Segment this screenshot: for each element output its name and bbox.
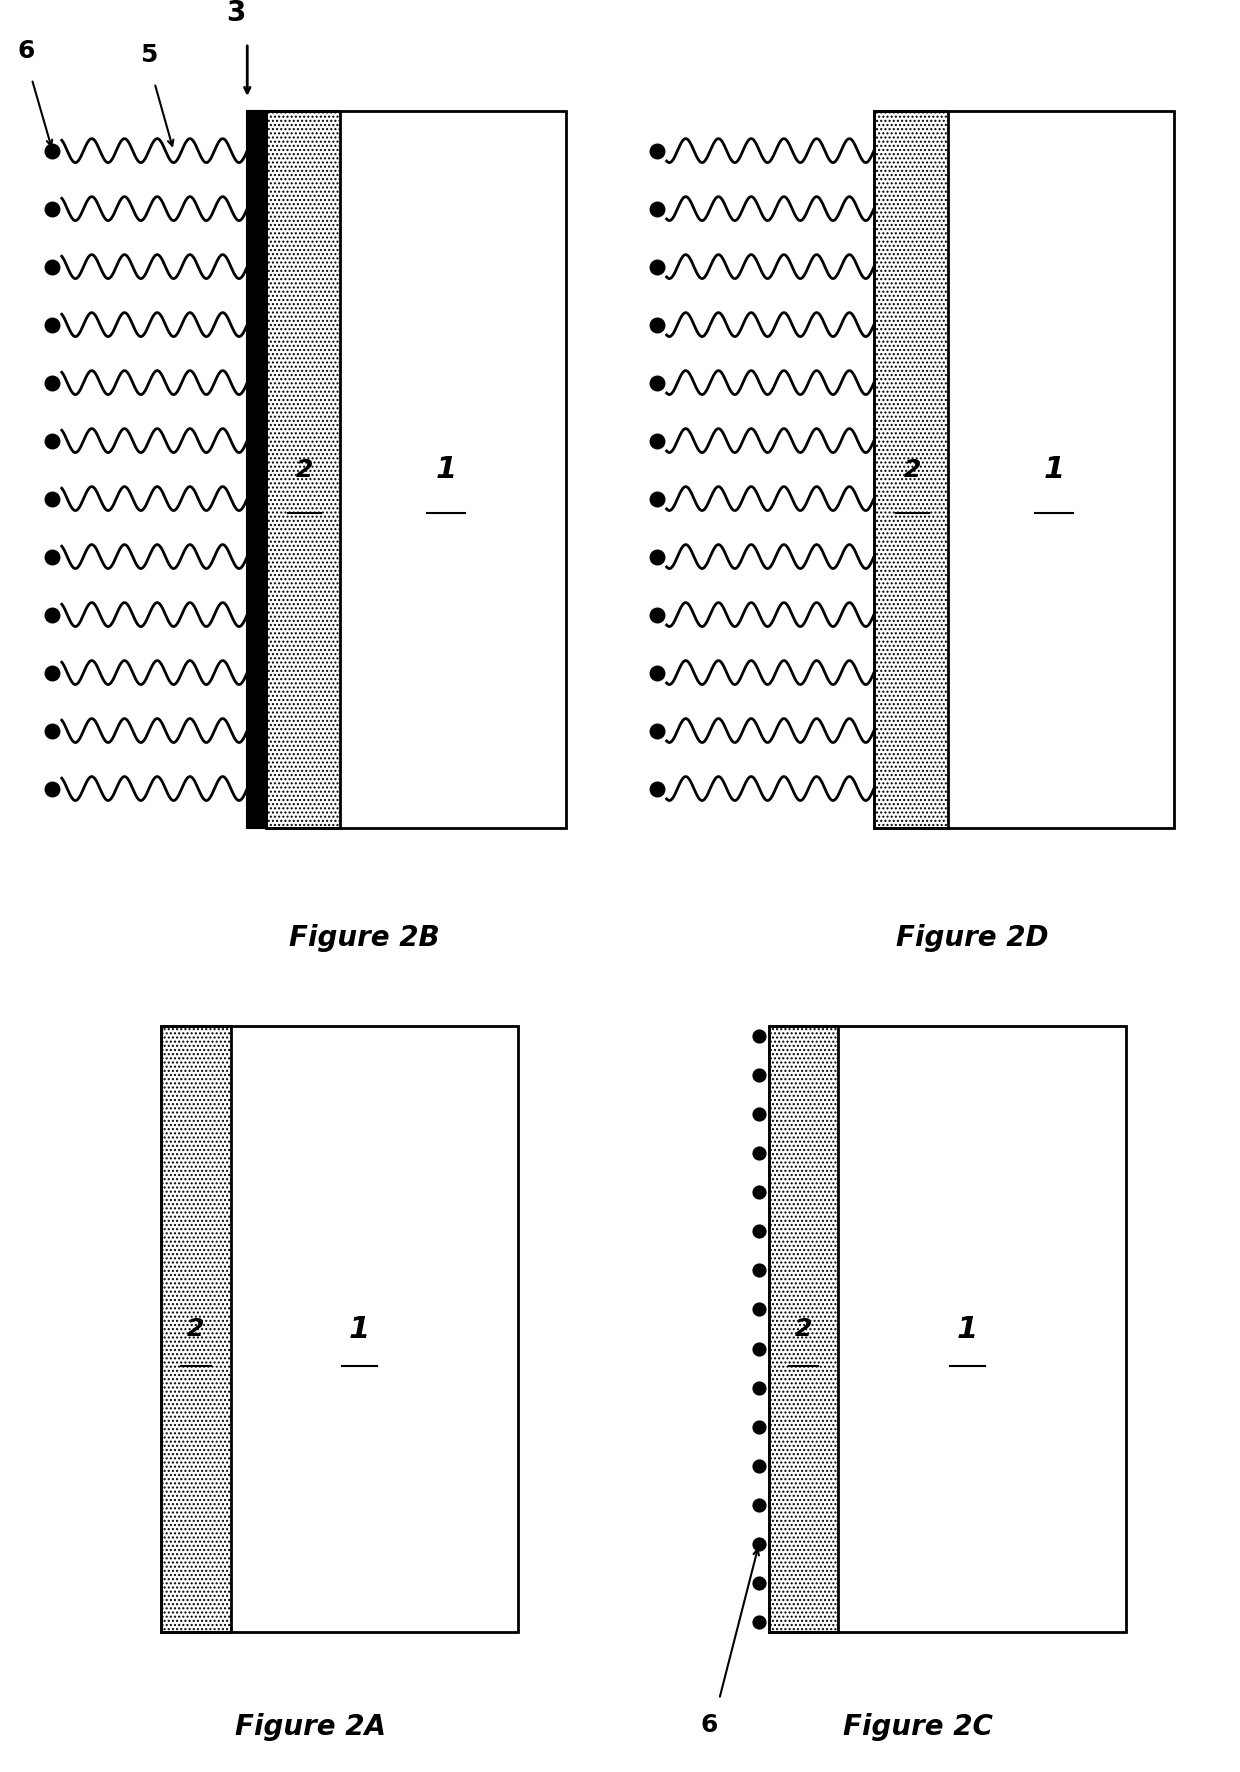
Bar (769, 1026, 838, 1632)
Point (749, 1412, 769, 1441)
Point (647, 310, 667, 338)
Bar (161, 1026, 518, 1632)
Point (42, 716, 62, 744)
Point (42, 659, 62, 688)
Text: 3: 3 (227, 0, 246, 27)
Text: Figure 2A: Figure 2A (234, 1714, 386, 1740)
Bar (769, 1026, 1126, 1632)
Point (749, 1451, 769, 1480)
Point (647, 484, 667, 512)
Point (647, 774, 667, 803)
Point (749, 1568, 769, 1597)
Text: 1: 1 (956, 1315, 978, 1343)
Point (749, 1178, 769, 1207)
Point (749, 1022, 769, 1051)
Bar (874, 112, 1174, 829)
Point (42, 195, 62, 223)
Point (749, 1217, 769, 1246)
Point (749, 1334, 769, 1363)
Text: Figure 2B: Figure 2B (289, 925, 440, 952)
Text: 2: 2 (904, 457, 921, 482)
Text: 1: 1 (435, 455, 458, 484)
Point (42, 601, 62, 629)
Bar (161, 1026, 231, 1632)
Point (647, 659, 667, 688)
Point (749, 1373, 769, 1402)
Point (647, 369, 667, 397)
Point (42, 136, 62, 165)
Point (749, 1100, 769, 1129)
Point (42, 369, 62, 397)
Bar (874, 112, 947, 829)
Text: Figure 2D: Figure 2D (897, 925, 1048, 952)
Bar (267, 112, 340, 829)
Point (647, 716, 667, 744)
Text: 6: 6 (701, 1714, 718, 1737)
Text: 2: 2 (187, 1317, 205, 1341)
Point (647, 195, 667, 223)
Point (647, 601, 667, 629)
Bar (247, 112, 268, 829)
Point (749, 1607, 769, 1636)
Text: 5: 5 (140, 43, 157, 67)
Point (42, 427, 62, 455)
Point (749, 1061, 769, 1090)
Point (749, 1256, 769, 1285)
Point (42, 484, 62, 512)
Text: 1: 1 (1043, 455, 1065, 484)
Point (749, 1139, 769, 1168)
Text: 1: 1 (348, 1315, 371, 1343)
Bar (267, 112, 567, 829)
Text: 2: 2 (296, 457, 314, 482)
Text: 6: 6 (17, 39, 35, 64)
Point (42, 310, 62, 338)
Point (42, 774, 62, 803)
Point (647, 427, 667, 455)
Point (647, 542, 667, 571)
Point (647, 136, 667, 165)
Point (42, 252, 62, 280)
Point (749, 1295, 769, 1324)
Point (42, 542, 62, 571)
Point (749, 1490, 769, 1519)
Point (647, 252, 667, 280)
Point (749, 1529, 769, 1558)
Text: Figure 2C: Figure 2C (843, 1714, 992, 1740)
Text: 2: 2 (795, 1317, 812, 1341)
